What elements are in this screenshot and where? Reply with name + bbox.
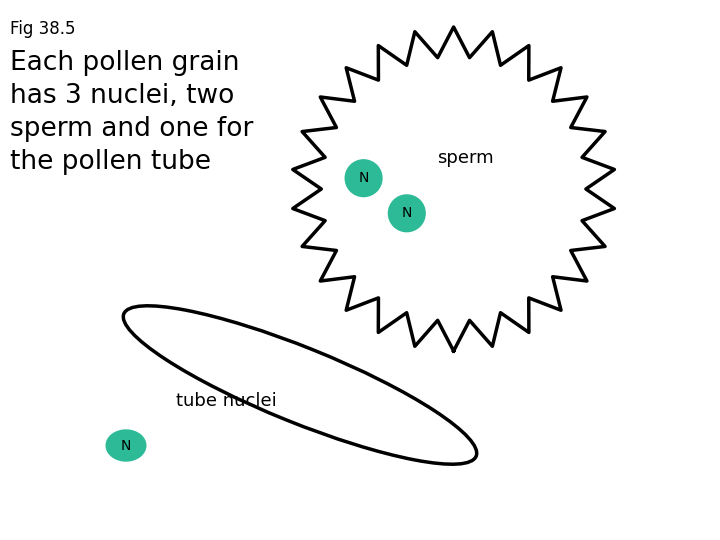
Ellipse shape [105, 429, 147, 462]
Polygon shape [293, 27, 614, 351]
Text: Fig 38.5: Fig 38.5 [10, 20, 76, 38]
Ellipse shape [123, 306, 477, 464]
Text: N: N [402, 206, 412, 220]
Circle shape [346, 160, 382, 197]
Text: sperm: sperm [437, 149, 493, 167]
Circle shape [389, 195, 425, 232]
Text: tube nuclei: tube nuclei [176, 392, 276, 409]
Text: Each pollen grain
has 3 nuclei, two
sperm and one for
the pollen tube: Each pollen grain has 3 nuclei, two sper… [10, 50, 253, 175]
Text: N: N [359, 171, 369, 185]
Text: N: N [121, 438, 131, 453]
